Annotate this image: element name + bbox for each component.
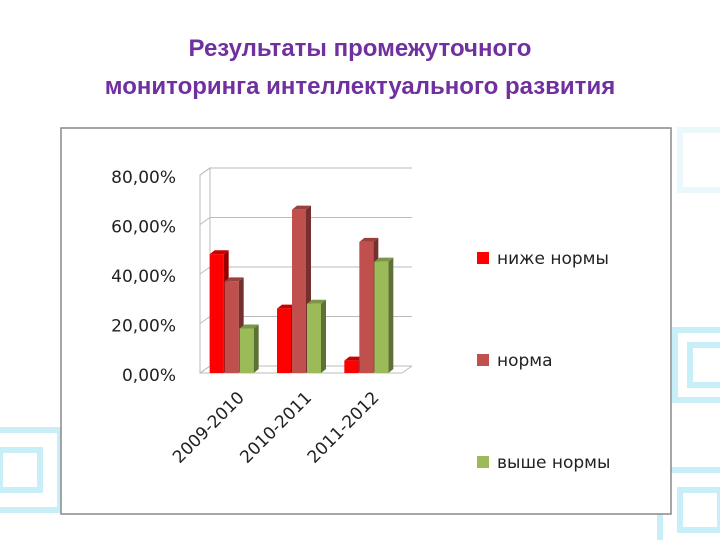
- legend-label: ниже нормы: [497, 249, 609, 269]
- legend-label: норма: [497, 351, 553, 371]
- grid-line-side: [199, 316, 211, 324]
- bar: [374, 261, 389, 373]
- y-tick-label: 60,00%: [111, 218, 176, 238]
- bar-top: [292, 205, 311, 210]
- y-tick-label: 20,00%: [111, 317, 176, 337]
- grid-line-side: [199, 365, 211, 374]
- title: Результаты промежуточного мониторинга инт…: [105, 35, 615, 100]
- grid-line-side: [199, 217, 211, 225]
- bar: [209, 254, 224, 373]
- bar: [239, 328, 254, 373]
- y-tick-label: 80,00%: [111, 168, 176, 188]
- y-tick-label: 40,00%: [111, 267, 176, 287]
- bar-top: [307, 299, 326, 304]
- bar-side: [253, 324, 259, 373]
- bar: [292, 209, 306, 373]
- legend-swatch: [477, 354, 489, 366]
- bar-top: [344, 356, 364, 361]
- bar-top: [374, 257, 394, 262]
- legend-swatch: [477, 252, 489, 264]
- bar: [277, 308, 291, 373]
- bar-top: [224, 277, 244, 282]
- legend-swatch: [477, 456, 489, 468]
- x-axis-floor-side: [401, 365, 413, 374]
- bar: [344, 360, 359, 373]
- bar-top: [277, 304, 296, 309]
- y-tick-label: 0,00%: [122, 366, 176, 386]
- legend-label: выше нормы: [497, 453, 610, 473]
- bar: [359, 241, 374, 373]
- grid-line-side: [199, 167, 211, 176]
- bar: [224, 281, 239, 373]
- bar-top: [359, 237, 379, 242]
- bar: [307, 303, 321, 373]
- bar-side: [388, 257, 394, 373]
- bar-side: [321, 299, 326, 373]
- grid-line-side: [199, 266, 211, 275]
- bar-top: [209, 250, 229, 255]
- bar-top: [239, 324, 259, 329]
